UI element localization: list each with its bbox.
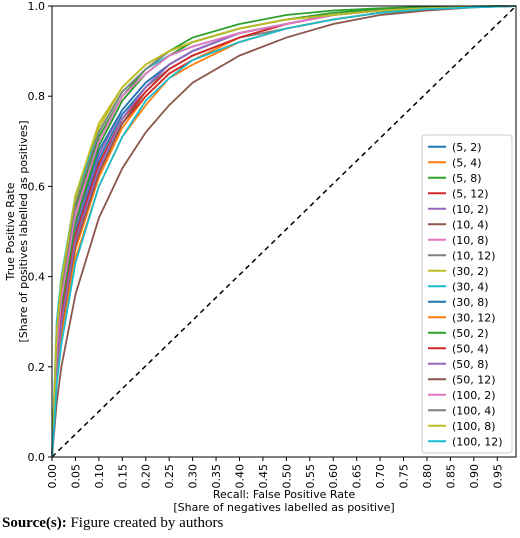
- y-tick-label: 0.8: [28, 90, 46, 103]
- y-tick-label: 0.4: [28, 271, 46, 284]
- legend-label: (10, 8): [452, 234, 489, 247]
- x-tick-label: 0.70: [374, 464, 387, 489]
- x-axis-label: Recall: False Positive Rate: [213, 488, 355, 501]
- y-tick-label: 0.2: [28, 361, 46, 374]
- x-tick-label: 0.15: [116, 464, 129, 489]
- legend-label: (10, 2): [452, 203, 489, 216]
- legend-label: (10, 4): [452, 218, 489, 231]
- roc-line: [51, 5, 517, 458]
- x-tick-label: 0.20: [140, 464, 153, 489]
- y-tick-label: 0.6: [28, 180, 46, 193]
- x-tick-label: 0.60: [327, 464, 340, 489]
- roc-line: [51, 5, 517, 458]
- x-tick-label: 0.50: [280, 464, 293, 489]
- x-tick-label: 0.45: [257, 464, 270, 489]
- x-tick-label: 0.80: [421, 464, 434, 489]
- legend-label: (50, 12): [452, 373, 496, 386]
- x-tick-label: 0.85: [444, 464, 457, 489]
- legend-label: (50, 8): [452, 358, 489, 371]
- y-tick-label: 0.0: [28, 451, 46, 464]
- x-tick-label: 0.65: [351, 464, 364, 489]
- legend-label: (10, 12): [452, 249, 496, 262]
- x-axis-label: [Share of negatives labelled as positive…: [173, 501, 394, 514]
- legend-label: (5, 12): [452, 187, 489, 200]
- x-tick-label: 0.00: [46, 464, 59, 489]
- y-axis-label: [Share of positives labelled as positive…: [17, 120, 30, 342]
- roc-line: [51, 5, 517, 458]
- y-axis-label: True Positive Rate: [4, 182, 17, 281]
- x-tick-label: 0.25: [163, 464, 176, 489]
- legend-label: (5, 4): [452, 156, 482, 169]
- legend-label: (30, 8): [452, 296, 489, 309]
- x-tick-label: 0.55: [304, 464, 317, 489]
- legend-label: (30, 2): [452, 265, 489, 278]
- y-tick-label: 1.0: [28, 0, 46, 13]
- x-tick-label: 0.75: [398, 464, 411, 489]
- x-tick-label: 0.95: [491, 464, 504, 489]
- legend-label: (100, 2): [452, 389, 496, 402]
- legend-box: [421, 134, 513, 454]
- x-tick-label: 0.40: [233, 464, 246, 489]
- legend-label: (5, 8): [452, 172, 482, 185]
- plot-frame: [51, 5, 517, 458]
- x-tick-label: 0.05: [69, 464, 82, 489]
- legend-label: (50, 4): [452, 342, 489, 355]
- legend-label: (100, 8): [452, 420, 496, 433]
- caption-text: Figure created by authors: [70, 515, 223, 531]
- legend-label: (30, 12): [452, 311, 496, 324]
- x-tick-label: 0.90: [468, 464, 481, 489]
- x-tick-label: 0.10: [93, 464, 106, 489]
- caption-label: Source(s):: [2, 515, 67, 531]
- x-tick-label: 0.35: [210, 464, 223, 489]
- legend-label: (100, 12): [452, 435, 503, 448]
- legend-label: (100, 4): [452, 404, 496, 417]
- legend-label: (30, 4): [452, 280, 489, 293]
- legend-label: (5, 2): [452, 141, 482, 154]
- x-tick-label: 0.30: [187, 464, 200, 489]
- caption: Source(s): Figure created by authors: [2, 515, 223, 531]
- roc-line: [51, 5, 517, 458]
- legend-label: (50, 2): [452, 327, 489, 340]
